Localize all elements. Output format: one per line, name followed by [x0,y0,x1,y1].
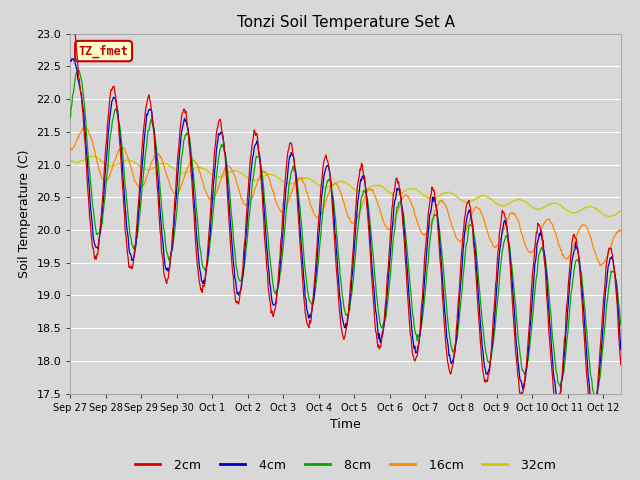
4cm [617,347,625,352]
8cm [462,243,470,249]
4cm [462,220,470,226]
32cm [476,194,483,200]
2cm [67,20,74,26]
32cm [68,158,76,164]
16cm [617,228,625,234]
16cm [81,124,88,130]
32cm [145,167,152,172]
16cm [67,148,74,154]
8cm [476,285,483,290]
32cm [605,214,612,220]
16cm [68,145,76,151]
8cm [302,273,310,279]
Legend:  2cm,  4cm,  8cm,  16cm,  32cm: 2cm, 4cm, 8cm, 16cm, 32cm [130,454,561,477]
8cm [68,92,76,98]
4cm [70,56,77,62]
16cm [302,187,310,193]
2cm [70,24,77,30]
X-axis label: Time: Time [330,418,361,431]
4cm [476,304,483,310]
32cm [302,176,310,181]
Line: 4cm: 4cm [70,59,621,408]
Line: 16cm: 16cm [70,127,621,265]
2cm [462,205,470,211]
16cm [462,228,470,234]
32cm [86,153,94,159]
4cm [323,163,330,169]
16cm [596,263,604,268]
2cm [323,156,330,162]
Line: 8cm: 8cm [70,71,621,396]
8cm [74,68,82,73]
Title: Tonzi Soil Temperature Set A: Tonzi Soil Temperature Set A [237,15,454,30]
4cm [68,56,76,61]
Line: 32cm: 32cm [70,156,621,217]
4cm [67,58,74,64]
4cm [589,405,597,411]
32cm [617,209,625,215]
8cm [593,393,600,399]
2cm [68,19,76,24]
8cm [67,114,74,120]
Y-axis label: Soil Temperature (C): Soil Temperature (C) [18,149,31,278]
Line: 2cm: 2cm [70,22,621,420]
4cm [145,108,152,114]
8cm [323,181,330,187]
16cm [145,170,152,176]
16cm [323,196,330,202]
32cm [462,199,470,204]
2cm [617,362,625,368]
4cm [302,296,310,302]
2cm [302,314,310,320]
8cm [617,322,625,328]
8cm [145,127,152,133]
32cm [67,157,74,163]
2cm [145,95,152,100]
32cm [323,185,330,191]
16cm [476,206,483,212]
Text: TZ_fmet: TZ_fmet [79,44,129,58]
2cm [588,418,596,423]
2cm [476,322,483,328]
